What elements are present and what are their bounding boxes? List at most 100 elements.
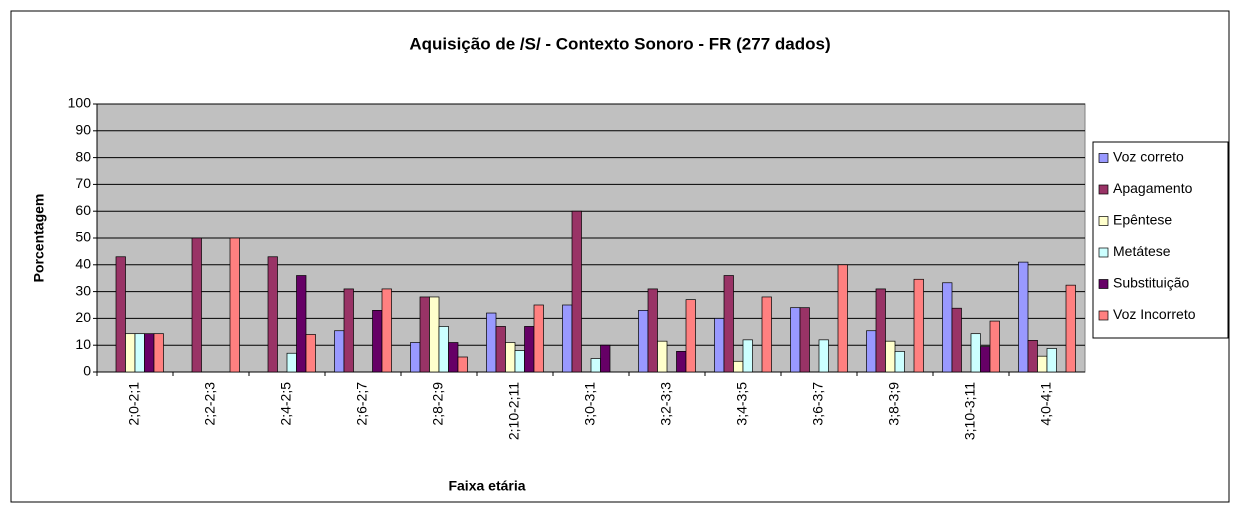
- y-tick-label: 30: [75, 282, 91, 298]
- x-tick-label: 3;4-3;5: [734, 382, 750, 426]
- bar: [486, 312, 497, 373]
- bar: [410, 342, 421, 373]
- chart-title: Aquisição de /S/ - Contexto Sonoro - FR …: [409, 34, 830, 53]
- bar: [989, 320, 1000, 373]
- y-tick-label: 50: [75, 229, 91, 245]
- legend-swatch: [1098, 216, 1109, 226]
- bar: [837, 264, 848, 373]
- bar: [733, 360, 744, 373]
- bar: [866, 330, 877, 373]
- legend-label: Epêntese: [1113, 212, 1172, 228]
- legend-label: Voz correto: [1113, 149, 1184, 165]
- bar: [448, 342, 459, 373]
- bar: [343, 288, 354, 373]
- legend-swatch: [1098, 247, 1109, 258]
- y-tick-label: 40: [75, 256, 91, 272]
- bar: [372, 310, 383, 373]
- x-tick-label: 3;8-3;9: [886, 382, 902, 426]
- bar: [913, 278, 924, 373]
- x-tick-label: 2;0-2;1: [126, 382, 142, 426]
- bar: [296, 275, 307, 373]
- bar: [1018, 261, 1029, 373]
- bar: [505, 342, 516, 373]
- bar: [125, 333, 136, 373]
- legend-swatch: [1098, 184, 1109, 195]
- x-tick-label: 2;8-2;9: [430, 382, 446, 426]
- bar: [191, 237, 202, 373]
- bar: [885, 340, 896, 373]
- bar: [818, 339, 829, 373]
- x-tick-label: 2;2-2;3: [202, 382, 218, 426]
- bar: [790, 307, 801, 373]
- y-tick-label: 70: [75, 175, 91, 191]
- legend-label: Voz Incorreto: [1113, 306, 1196, 322]
- x-tick-label: 3;10-3;11: [962, 382, 978, 440]
- bar: [229, 237, 240, 373]
- bar: [980, 346, 991, 373]
- bar: [657, 340, 668, 373]
- bar: [419, 296, 430, 373]
- bar: [267, 256, 278, 373]
- bar: [951, 307, 962, 373]
- bar: [514, 350, 525, 373]
- bar: [1027, 340, 1038, 373]
- bar: [305, 334, 316, 373]
- legend-swatch: [1098, 279, 1109, 289]
- legend-label: Apagamento: [1113, 180, 1193, 196]
- bar: [761, 296, 772, 373]
- x-axis-label: Faixa etária: [448, 478, 525, 494]
- bar: [334, 330, 345, 373]
- y-tick-label: 10: [75, 336, 91, 352]
- bar: [524, 326, 535, 373]
- bar: [875, 288, 886, 373]
- y-axis-label: Porcentagem: [31, 194, 47, 283]
- bar: [438, 326, 449, 373]
- bar: [676, 351, 687, 373]
- bar: [942, 282, 953, 373]
- legend-swatch: [1098, 153, 1109, 163]
- bar: [562, 304, 573, 373]
- bar: [495, 326, 506, 373]
- bar: [286, 352, 297, 373]
- bar: [381, 288, 392, 373]
- y-tick-label: 0: [83, 363, 91, 379]
- bar: [714, 318, 725, 373]
- bar: [600, 344, 611, 373]
- bar: [144, 333, 155, 373]
- bar: [429, 296, 440, 373]
- bar: [153, 333, 164, 373]
- y-tick-label: 60: [75, 202, 91, 218]
- bar: [647, 288, 658, 373]
- y-tick-label: 80: [75, 148, 91, 164]
- bar: [723, 275, 734, 373]
- bar: [1046, 348, 1057, 373]
- legend-swatch: [1098, 310, 1109, 321]
- x-tick-label: 4;0-4;1: [1038, 382, 1054, 426]
- x-tick-label: 3;0-3;1: [582, 382, 598, 426]
- y-tick-label: 100: [68, 95, 92, 111]
- x-tick-label: 3;2-3;3: [658, 382, 674, 426]
- x-tick-label: 3;6-3;7: [810, 382, 826, 426]
- bar: [115, 256, 126, 373]
- legend-label: Metátese: [1113, 243, 1171, 259]
- legend-label: Substituição: [1113, 275, 1189, 291]
- bar: [742, 339, 753, 373]
- bar: [533, 304, 544, 373]
- bar: [1065, 284, 1076, 373]
- bar: [134, 333, 145, 373]
- y-tick-label: 20: [75, 309, 91, 325]
- bar: [894, 351, 905, 373]
- bar: [590, 358, 601, 373]
- bar: [571, 210, 582, 373]
- bar: [799, 307, 810, 373]
- legend: [1092, 141, 1229, 339]
- x-tick-label: 2;6-2;7: [354, 382, 370, 426]
- bar: [1037, 355, 1048, 373]
- bar: [685, 299, 696, 373]
- bar: [638, 310, 649, 373]
- bar: [970, 333, 981, 373]
- x-tick-label: 2;4-2;5: [278, 382, 294, 426]
- y-tick-label: 90: [75, 122, 91, 138]
- bar: [457, 356, 468, 373]
